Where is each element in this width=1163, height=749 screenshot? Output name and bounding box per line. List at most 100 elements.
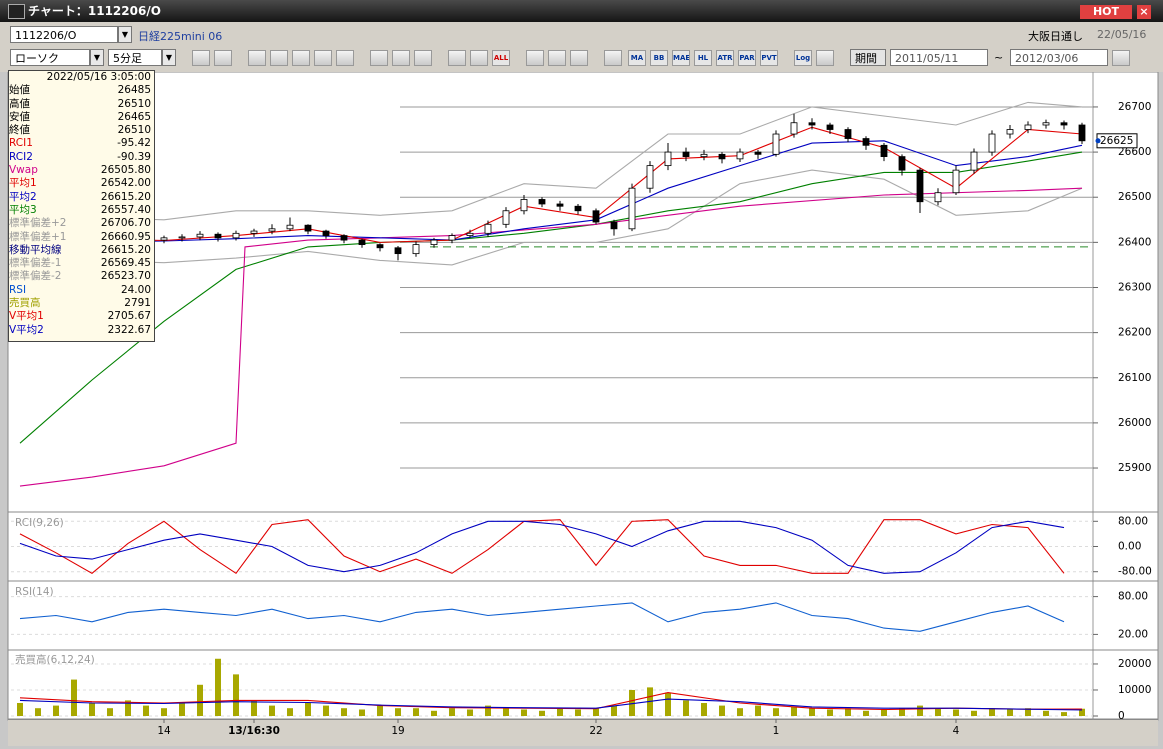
candle-body [844, 129, 852, 139]
session-date: 22/05/16 [1097, 28, 1147, 41]
volume-bar [89, 702, 95, 716]
tool-icon[interactable]: Log [794, 50, 812, 66]
candle-body [1060, 122, 1068, 126]
info-row: Vwap 26505.80 [9, 164, 154, 177]
candle-body [340, 235, 348, 241]
candle-body [826, 124, 834, 130]
y-tick-label: 26100 [1118, 372, 1151, 384]
info-value: 26505.80 [100, 164, 151, 177]
chart-style-dropdown[interactable]: ▼ [90, 49, 104, 66]
info-label: V平均1 [9, 310, 44, 323]
tool-icon[interactable] [570, 50, 588, 66]
info-value: 26510 [117, 124, 151, 137]
tool-icon[interactable] [392, 50, 410, 66]
title-bar: チャート：1112206/O HOT × [0, 0, 1163, 22]
volume-bar [377, 705, 383, 716]
y-tick-label: 26600 [1118, 146, 1151, 158]
volume-bar [989, 708, 995, 716]
tool-icon[interactable] [604, 50, 622, 66]
session-name: 大阪日通し [1028, 30, 1083, 43]
info-label: RSI [9, 283, 27, 296]
tool-icon[interactable] [370, 50, 388, 66]
tool-icon[interactable] [448, 50, 466, 66]
tool-icon[interactable]: ALL [492, 50, 510, 66]
x-tick-label: 22 [589, 725, 602, 737]
chart-style-select[interactable]: ローソク [10, 49, 90, 66]
candle-body [538, 199, 546, 205]
volume-bar [593, 708, 599, 716]
volume-bar [431, 710, 437, 716]
volume-bar [1043, 710, 1049, 716]
candle-body [790, 122, 798, 135]
info-label: 終値 [9, 124, 30, 137]
symbol-bar: 1112206/O ▼ 日経225mini 06 大阪日通し 22/05/16 [0, 22, 1163, 46]
info-label: 移動平均線 [9, 243, 62, 256]
period-button[interactable]: 期間 [850, 49, 886, 66]
volume-bar [467, 709, 473, 716]
info-value: 26523.70 [100, 270, 151, 283]
tool-icon[interactable] [214, 50, 232, 66]
tool-icon[interactable] [270, 50, 288, 66]
volume-bar [341, 708, 347, 716]
info-row: RCI2 -90.39 [9, 151, 154, 164]
end-date-input[interactable]: 2012/03/06 [1010, 49, 1108, 66]
tool-icon[interactable]: PVT [760, 50, 778, 66]
y-tick-label: 26000 [1118, 417, 1151, 429]
tool-icon[interactable]: ATR [716, 50, 734, 66]
tool-icon[interactable] [414, 50, 432, 66]
x-tick-label: 4 [953, 725, 960, 737]
volume-bar [665, 692, 671, 716]
info-value: 2322.67 [107, 323, 151, 336]
tool-icon[interactable]: HL [694, 50, 712, 66]
tool-icon[interactable] [248, 50, 266, 66]
volume-bar [971, 710, 977, 716]
tool-icon[interactable]: PAR [738, 50, 756, 66]
volume-bar [287, 708, 293, 716]
tool-icon[interactable] [1112, 50, 1130, 66]
symbol-dropdown[interactable]: ▼ [118, 26, 132, 43]
tool-icon[interactable] [192, 50, 210, 66]
tool-icon[interactable] [292, 50, 310, 66]
start-date-input[interactable]: 2011/05/11 [890, 49, 988, 66]
tool-icon[interactable] [548, 50, 566, 66]
tool-icon[interactable]: BB [650, 50, 668, 66]
volume-bar [827, 709, 833, 716]
candle-body [250, 230, 258, 234]
symbol-input[interactable]: 1112206/O [10, 26, 118, 43]
tool-icon[interactable] [314, 50, 332, 66]
interval-select[interactable]: 5分足 [108, 49, 162, 66]
y-tick-label: 26300 [1118, 281, 1151, 293]
info-row: 始値 26485 [9, 84, 154, 97]
info-label: 平均3 [9, 203, 37, 216]
tool-icon[interactable]: MAE [672, 50, 690, 66]
interval-dropdown[interactable]: ▼ [162, 49, 176, 66]
close-button[interactable]: × [1137, 5, 1151, 19]
volume-bar [503, 708, 509, 716]
volume-bar [125, 700, 131, 716]
hot-button[interactable]: HOT [1080, 5, 1132, 19]
candle-body [286, 224, 294, 230]
candle-body [502, 210, 510, 225]
x-axis-band [8, 720, 1158, 746]
tool-icon[interactable] [470, 50, 488, 66]
tool-icon[interactable] [336, 50, 354, 66]
y-tick-label: 20000 [1118, 658, 1151, 670]
tool-icon[interactable] [526, 50, 544, 66]
candle-body [916, 169, 924, 203]
volume-bar [449, 708, 455, 716]
candle-body [970, 151, 978, 171]
info-value: -90.39 [117, 150, 151, 163]
tool-icon[interactable]: MA [628, 50, 646, 66]
tool-icon[interactable] [816, 50, 834, 66]
volume-bar [251, 700, 257, 716]
x-tick-label: 13/16:30 [228, 725, 280, 737]
candle-body [718, 153, 726, 160]
candle-body [988, 133, 996, 153]
info-panel: 2022/05/16 3:05:00 始値 26485 高値 26510 安値 26465… [8, 70, 155, 342]
candle-body [1006, 129, 1014, 135]
info-row: 安値 26465 [9, 111, 154, 124]
volume-bar [395, 708, 401, 716]
y-tick-label: 20.00 [1118, 628, 1148, 640]
candle-body [412, 244, 420, 255]
volume-bar [323, 705, 329, 716]
